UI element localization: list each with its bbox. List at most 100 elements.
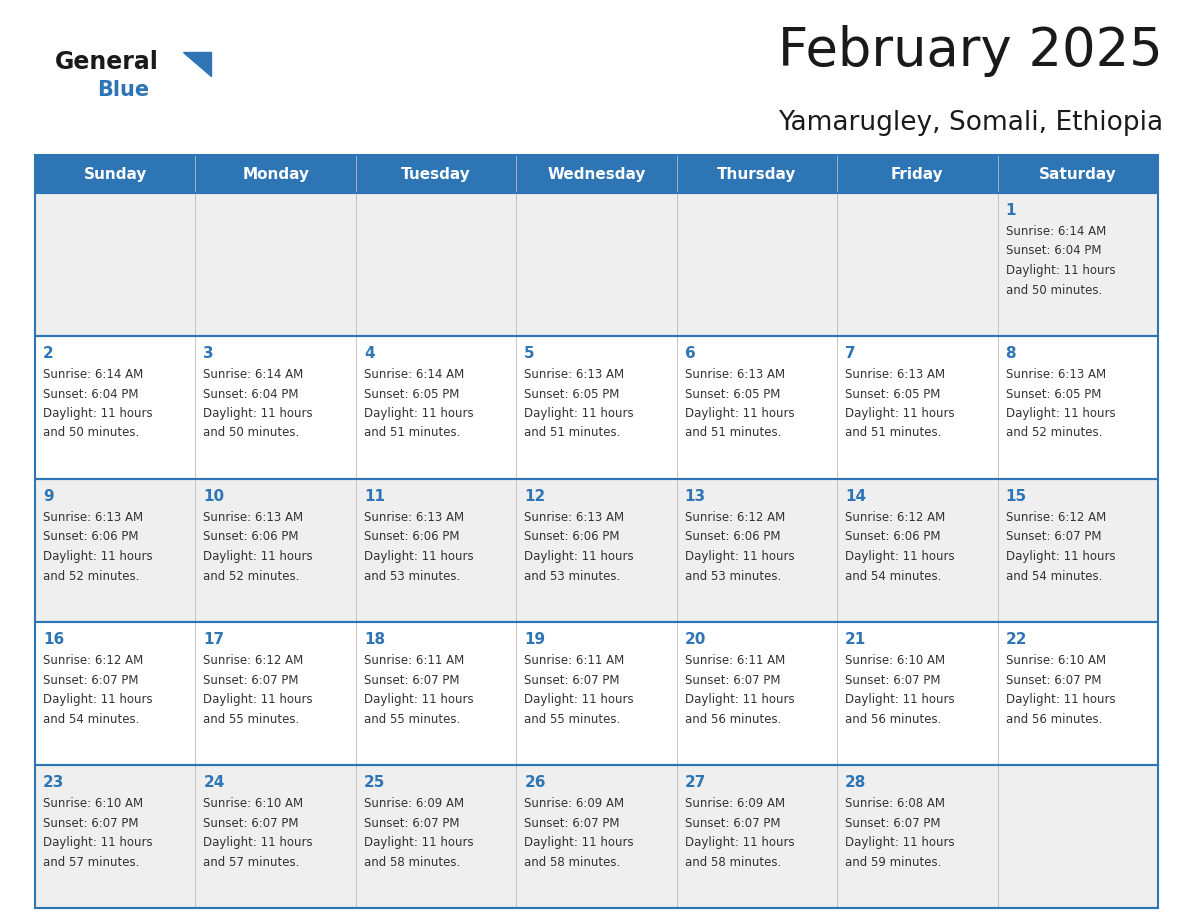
Text: and 51 minutes.: and 51 minutes. [364,427,460,440]
Text: Daylight: 11 hours: Daylight: 11 hours [684,550,795,563]
Text: and 56 minutes.: and 56 minutes. [684,712,781,725]
Text: Daylight: 11 hours: Daylight: 11 hours [43,836,152,849]
Text: Daylight: 11 hours: Daylight: 11 hours [203,550,314,563]
Text: 26: 26 [524,775,545,790]
Text: 11: 11 [364,489,385,504]
Text: and 50 minutes.: and 50 minutes. [1005,284,1101,297]
Text: Sunset: 6:06 PM: Sunset: 6:06 PM [364,531,460,543]
Text: and 51 minutes.: and 51 minutes. [845,427,942,440]
Bar [356,622,517,765]
Bar [196,765,356,908]
Text: Friday: Friday [891,166,943,182]
Text: Sunrise: 6:13 AM: Sunrise: 6:13 AM [203,511,304,524]
Text: and 55 minutes.: and 55 minutes. [364,712,460,725]
Text: Sunrise: 6:10 AM: Sunrise: 6:10 AM [203,797,304,810]
Text: Sunday: Sunday [83,166,147,182]
Bar [196,479,356,622]
Text: and 56 minutes.: and 56 minutes. [845,712,942,725]
Text: Monday: Monday [242,166,309,182]
Text: and 50 minutes.: and 50 minutes. [203,427,299,440]
Text: and 54 minutes.: and 54 minutes. [43,712,139,725]
Text: Thursday: Thursday [718,166,797,182]
Text: Sunset: 6:06 PM: Sunset: 6:06 PM [845,531,941,543]
Bar [677,765,838,908]
Bar [677,336,838,479]
Text: 3: 3 [203,346,214,361]
Text: Sunrise: 6:12 AM: Sunrise: 6:12 AM [684,511,785,524]
Text: Sunset: 6:04 PM: Sunset: 6:04 PM [203,387,299,400]
Text: Daylight: 11 hours: Daylight: 11 hours [845,693,955,706]
Bar [677,479,838,622]
Bar [196,622,356,765]
Text: Sunset: 6:07 PM: Sunset: 6:07 PM [524,674,620,687]
Text: Daylight: 11 hours: Daylight: 11 hours [524,550,634,563]
Text: Daylight: 11 hours: Daylight: 11 hours [524,836,634,849]
Text: General: General [55,50,159,74]
Text: and 53 minutes.: and 53 minutes. [364,569,460,583]
Text: 18: 18 [364,632,385,647]
Text: Sunrise: 6:13 AM: Sunrise: 6:13 AM [43,511,143,524]
Polygon shape [183,52,211,76]
Text: 13: 13 [684,489,706,504]
Text: Sunrise: 6:14 AM: Sunrise: 6:14 AM [1005,225,1106,238]
Text: and 56 minutes.: and 56 minutes. [1005,712,1102,725]
Text: Yamarugley, Somali, Ethiopia: Yamarugley, Somali, Ethiopia [778,110,1163,136]
Text: Sunrise: 6:13 AM: Sunrise: 6:13 AM [524,511,625,524]
Bar [517,765,677,908]
Bar [356,479,517,622]
Text: Sunrise: 6:12 AM: Sunrise: 6:12 AM [1005,511,1106,524]
Text: Sunset: 6:05 PM: Sunset: 6:05 PM [1005,387,1101,400]
Text: Sunset: 6:06 PM: Sunset: 6:06 PM [684,531,781,543]
Bar [34,479,196,622]
Bar [998,765,1158,908]
Text: Sunrise: 6:10 AM: Sunrise: 6:10 AM [1005,654,1106,667]
Text: Sunset: 6:05 PM: Sunset: 6:05 PM [684,387,781,400]
Text: and 52 minutes.: and 52 minutes. [43,569,139,583]
Text: Daylight: 11 hours: Daylight: 11 hours [684,407,795,420]
Text: 24: 24 [203,775,225,790]
Text: 7: 7 [845,346,855,361]
Text: Daylight: 11 hours: Daylight: 11 hours [203,407,314,420]
Bar [677,622,838,765]
Bar [34,193,196,336]
Text: 25: 25 [364,775,385,790]
Text: Sunrise: 6:13 AM: Sunrise: 6:13 AM [524,368,625,381]
Bar [34,765,196,908]
Text: and 57 minutes.: and 57 minutes. [203,856,299,868]
Bar [838,193,998,336]
Text: Daylight: 11 hours: Daylight: 11 hours [684,693,795,706]
Text: and 50 minutes.: and 50 minutes. [43,427,139,440]
Text: Sunrise: 6:12 AM: Sunrise: 6:12 AM [43,654,144,667]
Bar [838,622,998,765]
Bar [517,336,677,479]
Text: 14: 14 [845,489,866,504]
Text: Sunrise: 6:09 AM: Sunrise: 6:09 AM [684,797,785,810]
Text: 17: 17 [203,632,225,647]
Bar [998,622,1158,765]
Bar [517,479,677,622]
Text: 12: 12 [524,489,545,504]
Text: Sunrise: 6:11 AM: Sunrise: 6:11 AM [684,654,785,667]
Text: and 55 minutes.: and 55 minutes. [524,712,620,725]
Text: and 58 minutes.: and 58 minutes. [524,856,620,868]
Text: Sunrise: 6:12 AM: Sunrise: 6:12 AM [845,511,946,524]
Text: Sunset: 6:07 PM: Sunset: 6:07 PM [364,674,460,687]
Text: Daylight: 11 hours: Daylight: 11 hours [1005,693,1116,706]
Text: Sunrise: 6:08 AM: Sunrise: 6:08 AM [845,797,946,810]
Text: Daylight: 11 hours: Daylight: 11 hours [1005,264,1116,277]
Text: and 52 minutes.: and 52 minutes. [203,569,299,583]
Text: Sunrise: 6:11 AM: Sunrise: 6:11 AM [524,654,625,667]
Text: Sunset: 6:07 PM: Sunset: 6:07 PM [364,816,460,830]
Text: February 2025: February 2025 [778,25,1163,77]
Text: 1: 1 [1005,203,1016,218]
Text: Sunset: 6:05 PM: Sunset: 6:05 PM [524,387,620,400]
Text: and 51 minutes.: and 51 minutes. [524,427,620,440]
Text: Sunset: 6:04 PM: Sunset: 6:04 PM [43,387,139,400]
Text: Daylight: 11 hours: Daylight: 11 hours [845,407,955,420]
Bar [838,336,998,479]
Text: Sunset: 6:07 PM: Sunset: 6:07 PM [845,674,941,687]
Text: 19: 19 [524,632,545,647]
Text: 28: 28 [845,775,866,790]
Text: Sunset: 6:07 PM: Sunset: 6:07 PM [684,674,781,687]
Text: 22: 22 [1005,632,1028,647]
